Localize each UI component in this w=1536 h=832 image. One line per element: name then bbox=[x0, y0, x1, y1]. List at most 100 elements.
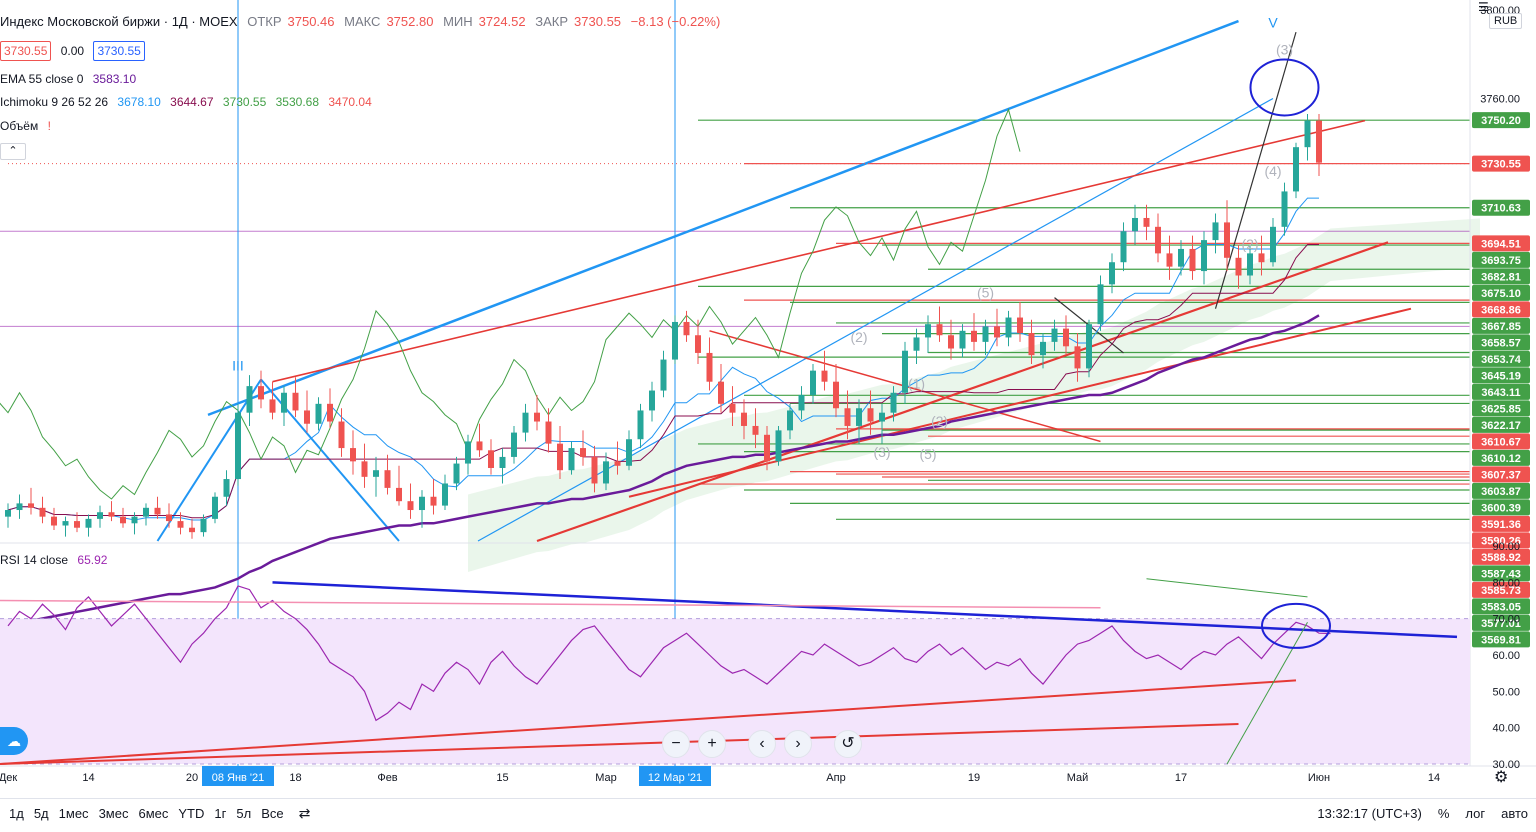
candle-body bbox=[1258, 253, 1265, 263]
clock-timezone[interactable]: 13:32:17 (UTC+3) bbox=[1317, 806, 1422, 821]
scroll-right-button[interactable]: › bbox=[784, 730, 812, 758]
zoom-in-button[interactable]: + bbox=[698, 730, 726, 758]
percent-toggle[interactable]: % bbox=[1437, 806, 1450, 821]
ask-price[interactable]: 3730.55 bbox=[93, 41, 145, 61]
candle-body bbox=[718, 381, 724, 404]
time-axis[interactable]: Дек 14 20 18 Фев 15 Мар Апр 19 Май 17 Июн 14 08 Янв '… bbox=[0, 766, 1440, 786]
candle-body bbox=[5, 510, 11, 517]
rsi-trendline-green bbox=[1226, 622, 1308, 765]
price-tag bbox=[1472, 532, 1530, 549]
timeframe-1d[interactable]: 1д bbox=[9, 805, 24, 821]
wave-label: (2) bbox=[1241, 236, 1258, 252]
bid-price[interactable]: 3730.55 bbox=[0, 41, 52, 61]
candle-body bbox=[925, 324, 931, 338]
timeframe-1m[interactable]: 1мес bbox=[58, 805, 89, 821]
trendline-dark bbox=[1214, 31, 1297, 309]
candle-body bbox=[361, 461, 368, 477]
candle-body bbox=[649, 390, 655, 411]
ichimoku-tenkan: 3678.10 bbox=[117, 95, 161, 109]
wave-label: (5) bbox=[977, 285, 994, 301]
timeframe-5y[interactable]: 5л bbox=[236, 805, 252, 821]
ichimoku-kijun: 3644.67 bbox=[170, 95, 214, 109]
price-tag bbox=[1472, 367, 1530, 384]
price-tag bbox=[1472, 614, 1530, 631]
log-toggle[interactable]: лог bbox=[1465, 806, 1486, 821]
time-tick-label: 19 bbox=[968, 772, 980, 784]
reset-chart-button[interactable]: ↺ bbox=[834, 730, 862, 758]
price-axis[interactable]: 3800.003760.003750.203730.553710.633694.… bbox=[1472, 5, 1530, 771]
price-tag-label: 3585.73 bbox=[1481, 585, 1521, 597]
timeframe-3m[interactable]: 3мес bbox=[98, 805, 129, 821]
tradingview-logo-icon[interactable]: ☁ bbox=[0, 727, 28, 755]
compare-icon[interactable]: ⇄ bbox=[298, 805, 311, 821]
candle-body bbox=[534, 412, 540, 422]
ohlc-open: 3750.46 bbox=[287, 14, 335, 29]
price-tag-label: 3658.57 bbox=[1481, 337, 1521, 349]
ohlc-close-label: ЗАКР bbox=[535, 14, 569, 29]
rsi-highlight-circle bbox=[1261, 602, 1331, 649]
time-tick-label: Май bbox=[1067, 772, 1089, 784]
candle-body bbox=[833, 381, 839, 409]
wave-annotations: III V (5) (2) (1) (2) (3) (5) (4) (2) (3) bbox=[232, 15, 1293, 462]
chevron-right-icon: › bbox=[795, 735, 801, 752]
legend-ema[interactable]: EMA 55 close 0 3583.10 bbox=[0, 71, 142, 87]
chevron-left-icon: ‹ bbox=[759, 735, 765, 752]
wave-label: III bbox=[232, 358, 244, 374]
candle-body bbox=[419, 496, 425, 511]
candle-body bbox=[235, 412, 241, 480]
candle-body bbox=[1074, 346, 1081, 369]
ohlc-high: 3752.80 bbox=[386, 14, 434, 29]
candle-body bbox=[166, 514, 172, 522]
timeframe-ytd[interactable]: YTD bbox=[178, 805, 205, 821]
reset-icon: ↺ bbox=[841, 735, 855, 752]
ohlc-open-label: ОТКР bbox=[247, 14, 282, 29]
gear-icon[interactable]: ⚙ bbox=[1494, 769, 1509, 786]
timeframe-all[interactable]: Все bbox=[261, 805, 284, 821]
price-tag bbox=[1472, 631, 1530, 648]
warning-icon[interactable]: ! bbox=[47, 119, 51, 133]
candle-body bbox=[557, 443, 563, 471]
candle-body bbox=[1155, 226, 1161, 254]
candle-body bbox=[292, 392, 299, 411]
candle-body bbox=[246, 386, 253, 413]
legend-bid-ask: 3730.55 0.00 3730.55 bbox=[0, 41, 151, 61]
candle-body bbox=[580, 448, 586, 457]
candle-body bbox=[453, 463, 460, 484]
candle-body bbox=[430, 496, 437, 506]
scroll-left-button[interactable]: ‹ bbox=[748, 730, 776, 758]
legend-rsi[interactable]: RSI 14 close 65.92 bbox=[0, 552, 113, 568]
price-tag bbox=[1472, 383, 1530, 400]
time-highlight-label: 08 Янв '21 bbox=[212, 772, 265, 784]
ichimoku-senkou-b: 3470.04 bbox=[328, 95, 372, 109]
legend-ichimoku[interactable]: Ichimoku 9 26 52 26 3678.10 3644.67 3730… bbox=[0, 94, 378, 110]
timeframe-6m[interactable]: 6мес bbox=[138, 805, 169, 821]
price-tag-label: 3610.67 bbox=[1481, 436, 1521, 448]
candle-body bbox=[143, 507, 149, 517]
symbol-title[interactable]: Индекс Московской биржи · 1Д · MOEX bbox=[0, 14, 238, 29]
rsi-tick-label: 90.00 bbox=[1492, 541, 1520, 553]
volume-label: Объём bbox=[0, 119, 39, 133]
menu-icon[interactable]: ☰ bbox=[1478, 0, 1489, 14]
time-highlight-label: 12 Мар '21 bbox=[648, 772, 702, 784]
candle-body bbox=[821, 370, 828, 382]
currency-badge[interactable]: RUB bbox=[1489, 13, 1523, 29]
ema55-line bbox=[7, 314, 1320, 631]
legend-volume[interactable]: Объём ! bbox=[0, 118, 57, 134]
price-tag bbox=[1472, 565, 1530, 582]
rsi-label: RSI 14 close bbox=[0, 553, 69, 567]
price-tag bbox=[1472, 598, 1530, 615]
candle-body bbox=[1178, 248, 1184, 267]
zoom-out-button[interactable]: − bbox=[662, 730, 690, 758]
spread: 0.00 bbox=[60, 44, 85, 58]
trendline-red-upper bbox=[272, 119, 1366, 383]
legend-title: Индекс Московской биржи · 1Д · MOEX ОТКР… bbox=[0, 14, 726, 30]
candle-body bbox=[1235, 257, 1242, 276]
auto-toggle[interactable]: авто bbox=[1501, 806, 1528, 821]
trendline-blue-thin bbox=[477, 97, 1274, 542]
candle-body bbox=[764, 434, 770, 462]
collapse-legend-button[interactable]: ⌃ bbox=[0, 143, 26, 160]
timeframe-1y[interactable]: 1г bbox=[214, 805, 227, 821]
timeframe-5d[interactable]: 5д bbox=[33, 805, 49, 821]
